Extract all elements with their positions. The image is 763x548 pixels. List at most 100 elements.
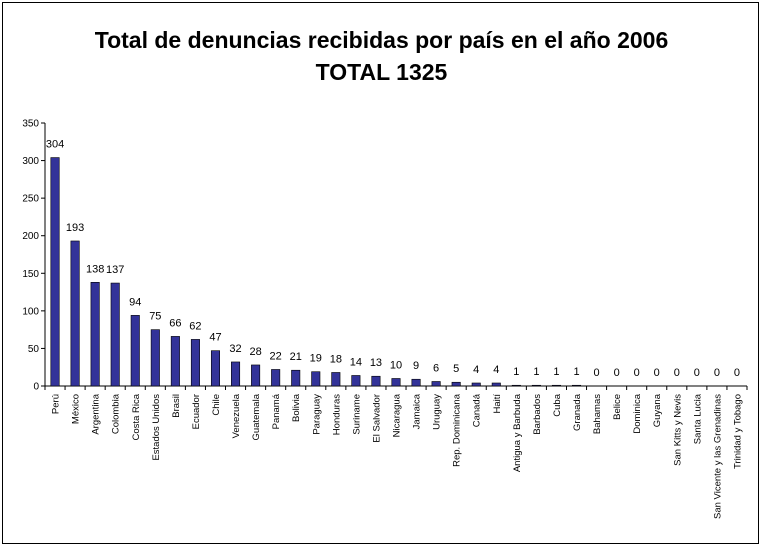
bar: [150, 329, 160, 387]
bar: [210, 350, 220, 387]
category-label: Paraguay: [311, 394, 322, 435]
data-label: 75: [149, 311, 161, 323]
category-label: Barbados: [532, 394, 543, 435]
y-tick-label: 300: [22, 156, 39, 167]
y-tick-label: 200: [22, 231, 39, 242]
bar: [130, 315, 140, 387]
data-label: 1: [513, 366, 519, 378]
bar: [231, 361, 241, 387]
data-label: 0: [714, 367, 720, 379]
data-label: 304: [46, 139, 64, 151]
bar: [451, 381, 461, 387]
category-label: Nicaragua: [392, 393, 403, 437]
bar: [170, 336, 180, 387]
category-label: Trinidad y Tobago: [732, 394, 743, 469]
data-label: 193: [66, 222, 84, 234]
bar: [251, 364, 261, 387]
category-label: Honduras: [331, 394, 342, 435]
bar: [491, 382, 501, 387]
data-label: 21: [290, 351, 302, 363]
category-label: Venezuela: [231, 393, 242, 438]
data-label: 22: [270, 350, 282, 362]
bar: [551, 384, 561, 387]
bar: [291, 369, 301, 387]
data-label: 19: [310, 353, 322, 365]
bar: [351, 375, 361, 387]
category-label: Granada: [572, 393, 583, 431]
data-label: 4: [473, 364, 479, 376]
category-label: San Vicente y las Grenadinas: [712, 394, 723, 519]
category-label: Perú: [51, 394, 62, 414]
category-label: San Kitts y Nevis: [672, 394, 683, 466]
data-label: 9: [413, 360, 419, 372]
chart-subtitle: TOTAL 1325: [315, 59, 448, 85]
category-label: El Salvador: [371, 394, 382, 443]
category-label: Costa Rica: [131, 393, 142, 440]
bar: [50, 157, 60, 387]
bar: [531, 384, 541, 387]
category-label: Suriname: [351, 394, 362, 435]
bar: [311, 371, 321, 387]
y-tick-label: 350: [22, 119, 39, 130]
data-label: 1: [573, 366, 579, 378]
bar: [511, 384, 521, 387]
data-label: 0: [654, 367, 660, 379]
data-label: 14: [350, 356, 362, 368]
category-label: Colombia: [111, 393, 122, 434]
data-label: 62: [189, 320, 201, 332]
data-label: 66: [169, 317, 181, 329]
data-label: 1: [533, 366, 539, 378]
data-label: 1: [553, 366, 559, 378]
data-label: 5: [453, 363, 459, 375]
data-label: 0: [634, 367, 640, 379]
category-label: Guyana: [652, 393, 663, 427]
category-label: México: [71, 394, 82, 424]
data-label: 0: [674, 367, 680, 379]
bar: [391, 378, 401, 387]
bar: [572, 384, 582, 387]
chart-title: Total de denuncias recibidas por país en…: [94, 27, 669, 53]
category-label: Bahamas: [592, 394, 603, 434]
data-label: 94: [129, 296, 141, 308]
y-tick-label: 50: [28, 344, 40, 355]
bar: [371, 375, 381, 387]
category-label: Guatemala: [251, 393, 262, 440]
category-label: Dominica: [632, 393, 643, 433]
y-tick-label: 100: [22, 306, 39, 317]
data-label: 138: [86, 263, 104, 275]
data-label: 18: [330, 353, 342, 365]
bar: [411, 378, 421, 387]
data-label: 0: [734, 367, 740, 379]
category-label: Canadá: [472, 393, 483, 427]
bar: [471, 382, 481, 387]
data-label: 28: [249, 346, 261, 358]
category-label: Brasil: [171, 394, 182, 418]
category-label: Estados Unidos: [151, 394, 162, 461]
bar: [431, 381, 441, 387]
data-label: 137: [106, 264, 124, 276]
category-label: Rep. Dominicana: [452, 393, 463, 467]
category-label: Cuba: [552, 393, 563, 416]
category-label: Uruguay: [432, 394, 443, 430]
category-label: Belice: [612, 394, 623, 420]
category-label: Bolivia: [291, 393, 302, 422]
y-tick-label: 250: [22, 194, 39, 205]
y-tick-label: 150: [22, 269, 39, 280]
data-label: 0: [594, 367, 600, 379]
category-label: Argentina: [91, 393, 102, 434]
data-label: 6: [433, 362, 439, 374]
data-label: 47: [209, 332, 221, 344]
bar: [90, 282, 100, 387]
category-label: Panamá: [271, 393, 282, 429]
data-label: 0: [694, 367, 700, 379]
data-label: 32: [229, 343, 241, 355]
category-label: Santa Lucia: [692, 393, 703, 444]
category-label: Haití: [492, 394, 503, 414]
category-label: Chile: [211, 394, 222, 416]
bar: [331, 372, 341, 387]
data-label: 0: [614, 367, 620, 379]
category-label: Antigua y Barbuda: [512, 393, 523, 472]
bar: [190, 339, 200, 387]
